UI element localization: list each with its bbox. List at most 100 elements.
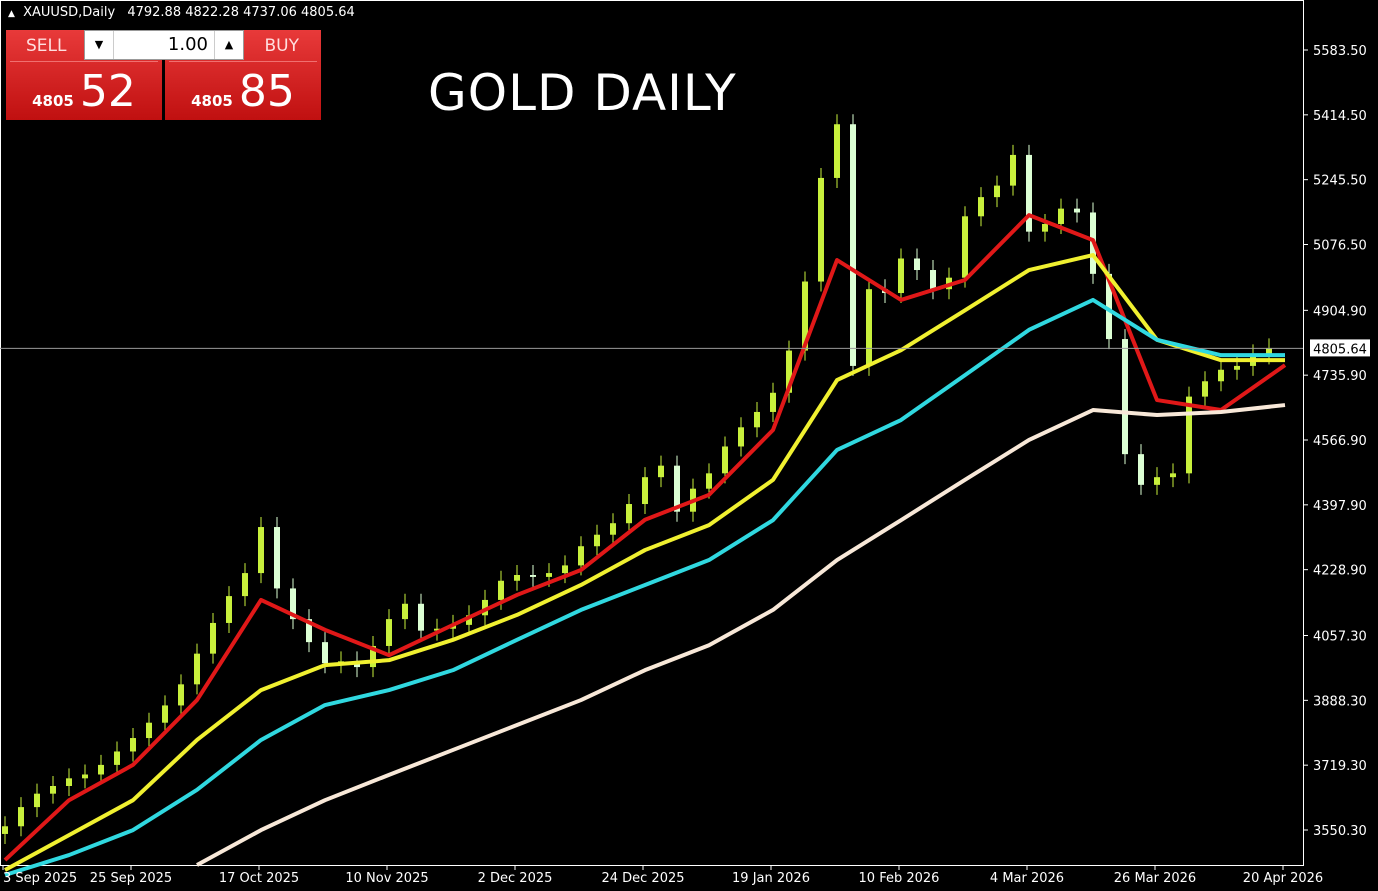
candle-body	[402, 603, 408, 620]
candle	[82, 764, 88, 789]
chart-header: ▲ XAUUSD,Daily 4792.88 4822.28 4737.06 4…	[8, 5, 355, 20]
candle-body	[770, 392, 776, 412]
candle-body	[546, 573, 552, 577]
candle	[402, 593, 408, 630]
buy-price-major: 4805	[191, 92, 233, 110]
candle	[722, 436, 728, 484]
candle-body	[962, 216, 968, 278]
x-tick-label: 25 Sep 2025	[90, 871, 172, 886]
candle	[258, 517, 264, 584]
candle-body	[1266, 348, 1272, 355]
one-click-trading-panel: SELL 4805 52 BUY 4805 85 ▼ 1.00 ▲	[6, 30, 321, 120]
plot-border	[0, 0, 1304, 866]
candle	[386, 609, 392, 656]
candle-body	[626, 504, 632, 524]
candle	[290, 578, 296, 630]
candle-body	[482, 599, 488, 616]
candle	[146, 712, 152, 749]
candle-body	[898, 258, 904, 294]
moving-average-line-3	[4, 297, 1285, 877]
y-tick-label: 3719.30	[1313, 759, 1367, 774]
candle-body	[98, 764, 104, 775]
candle	[162, 695, 168, 733]
candle-body	[1042, 223, 1048, 232]
ohlc-values: 4792.88 4822.28 4737.06 4805.64	[127, 5, 355, 20]
candle-body	[1058, 208, 1064, 224]
candle	[18, 797, 24, 837]
sell-price-major: 4805	[32, 92, 74, 110]
candle-body	[418, 603, 424, 631]
x-tick-label: 17 Oct 2025	[219, 871, 299, 886]
candle	[962, 206, 968, 288]
candle-body	[130, 738, 136, 752]
candle-body	[290, 588, 296, 620]
candle-body	[242, 573, 248, 597]
candle	[242, 563, 248, 607]
candle	[738, 417, 744, 457]
sell-label: SELL	[26, 36, 67, 56]
candle-body	[706, 473, 712, 489]
moving-average-line-4	[196, 403, 1286, 867]
candle-body	[530, 575, 536, 577]
candle-body	[642, 477, 648, 505]
candle-body	[1074, 208, 1080, 213]
candle-body	[914, 258, 920, 271]
candle-body	[802, 281, 808, 351]
candle-body	[866, 289, 872, 366]
candle-body	[386, 619, 392, 646]
candle-body	[1010, 154, 1016, 186]
candle	[1026, 144, 1032, 242]
candle	[898, 248, 904, 304]
candle	[1138, 444, 1144, 495]
candle-body	[610, 523, 616, 535]
candle	[866, 279, 872, 376]
candle	[210, 612, 216, 664]
candle-body	[2, 826, 8, 834]
candle	[466, 605, 472, 635]
candle-body	[594, 534, 600, 547]
moving-average-line-2	[4, 253, 1285, 872]
y-tick-label: 4057.30	[1313, 629, 1367, 644]
increase-lot-icon[interactable]: ▲	[224, 38, 234, 51]
candle-body	[978, 197, 984, 217]
candle	[770, 382, 776, 422]
candle	[626, 494, 632, 534]
candle-body	[194, 653, 200, 685]
lot-size-stepper[interactable]: ▼ 1.00 ▲	[84, 30, 244, 60]
moving-average-line-1	[3, 213, 1287, 862]
candle-body	[370, 645, 376, 668]
decrease-lot-icon[interactable]: ▼	[94, 38, 104, 51]
candle-body	[834, 124, 840, 178]
candle-body	[1186, 396, 1192, 474]
y-tick-label: 4228.90	[1313, 564, 1367, 579]
current-price-label-box	[1310, 339, 1370, 357]
candle-body	[498, 580, 504, 600]
candle	[562, 555, 568, 584]
y-tick-label: 4904.90	[1313, 304, 1367, 319]
y-tick-label: 4566.90	[1313, 434, 1367, 449]
candle-body	[786, 350, 792, 393]
candle-body	[658, 465, 664, 478]
collapse-triangle-icon[interactable]: ▲	[8, 9, 15, 19]
sell-price-minor: 52	[79, 66, 136, 117]
lot-size-input[interactable]: 1.00	[113, 31, 215, 59]
candle-body	[514, 575, 520, 581]
y-tick-label: 3888.30	[1313, 694, 1367, 709]
candle-body	[162, 705, 168, 723]
x-tick-label: 4 Mar 2026	[990, 871, 1064, 886]
candle	[50, 775, 56, 804]
candle	[370, 635, 376, 678]
candle-body	[226, 596, 232, 623]
candle	[1170, 463, 1176, 488]
candle-body	[50, 785, 56, 794]
candle	[594, 524, 600, 557]
candle	[834, 114, 840, 188]
candle	[850, 114, 856, 376]
x-tick-label: 10 Nov 2025	[345, 871, 428, 886]
candle-body	[258, 527, 264, 574]
candle-body	[1138, 454, 1144, 485]
x-tick-label: 3 Sep 2025	[3, 871, 77, 886]
candle	[1202, 371, 1208, 407]
candle	[1218, 359, 1224, 392]
